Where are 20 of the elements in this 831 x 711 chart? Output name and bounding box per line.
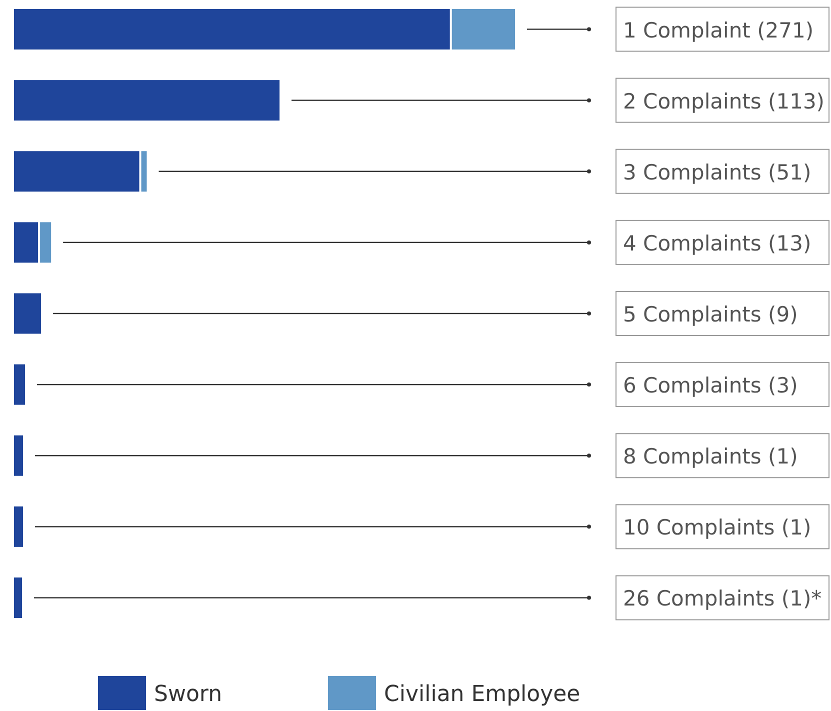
bar: [14, 364, 26, 405]
bar: [14, 293, 42, 334]
y-tick-label: 6 Complaints (3): [623, 374, 798, 398]
bar: [14, 151, 140, 192]
bar: [14, 577, 22, 618]
bar: [14, 80, 280, 121]
y-tick-label: 8 Complaints (1): [623, 444, 798, 469]
bar: [14, 506, 24, 547]
y-tick-label: 2 Complaints (113): [623, 89, 824, 114]
bar: [14, 9, 450, 50]
bar: [14, 222, 38, 263]
y-tick-label: 4 Complaints (13): [623, 231, 812, 256]
bar: [14, 435, 24, 476]
legend-label: Civilian Employee: [384, 682, 580, 707]
y-tick-label: 26 Complaints (1)*: [623, 586, 822, 611]
y-tick-label: 5 Complaints (9): [623, 302, 798, 326]
y-tick-label: 1 Complaint (271): [623, 18, 814, 42]
y-tick-label: 10 Complaints (1): [623, 516, 812, 540]
legend-label: Sworn: [154, 682, 222, 707]
y-tick-label: 3 Complaints (51): [623, 160, 812, 184]
